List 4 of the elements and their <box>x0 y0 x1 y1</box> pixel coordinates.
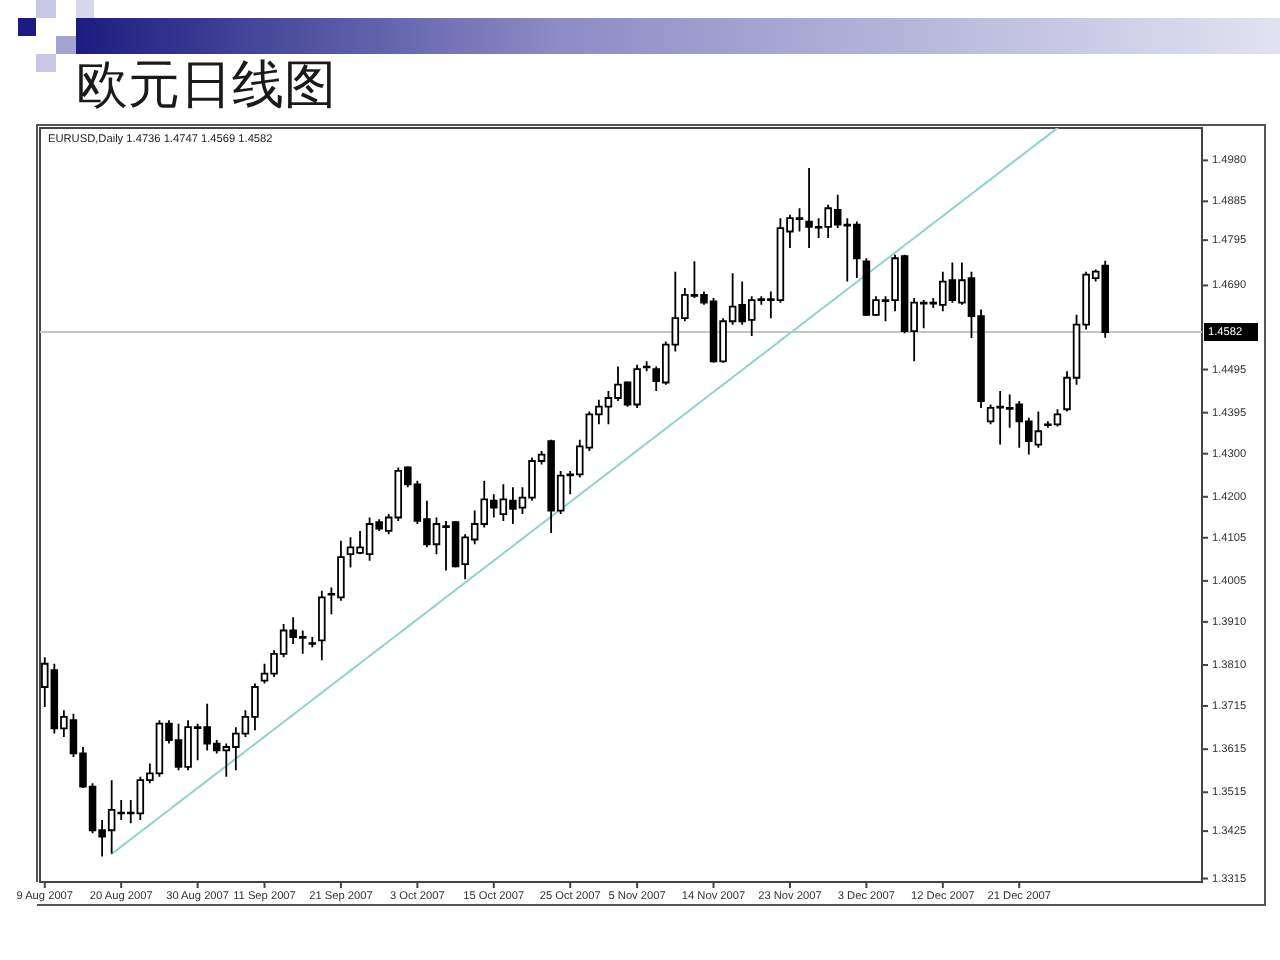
candlestick <box>308 636 317 649</box>
candlestick <box>318 589 326 662</box>
chart-title: 欧元日线图 <box>76 54 336 114</box>
candlestick <box>642 360 651 373</box>
